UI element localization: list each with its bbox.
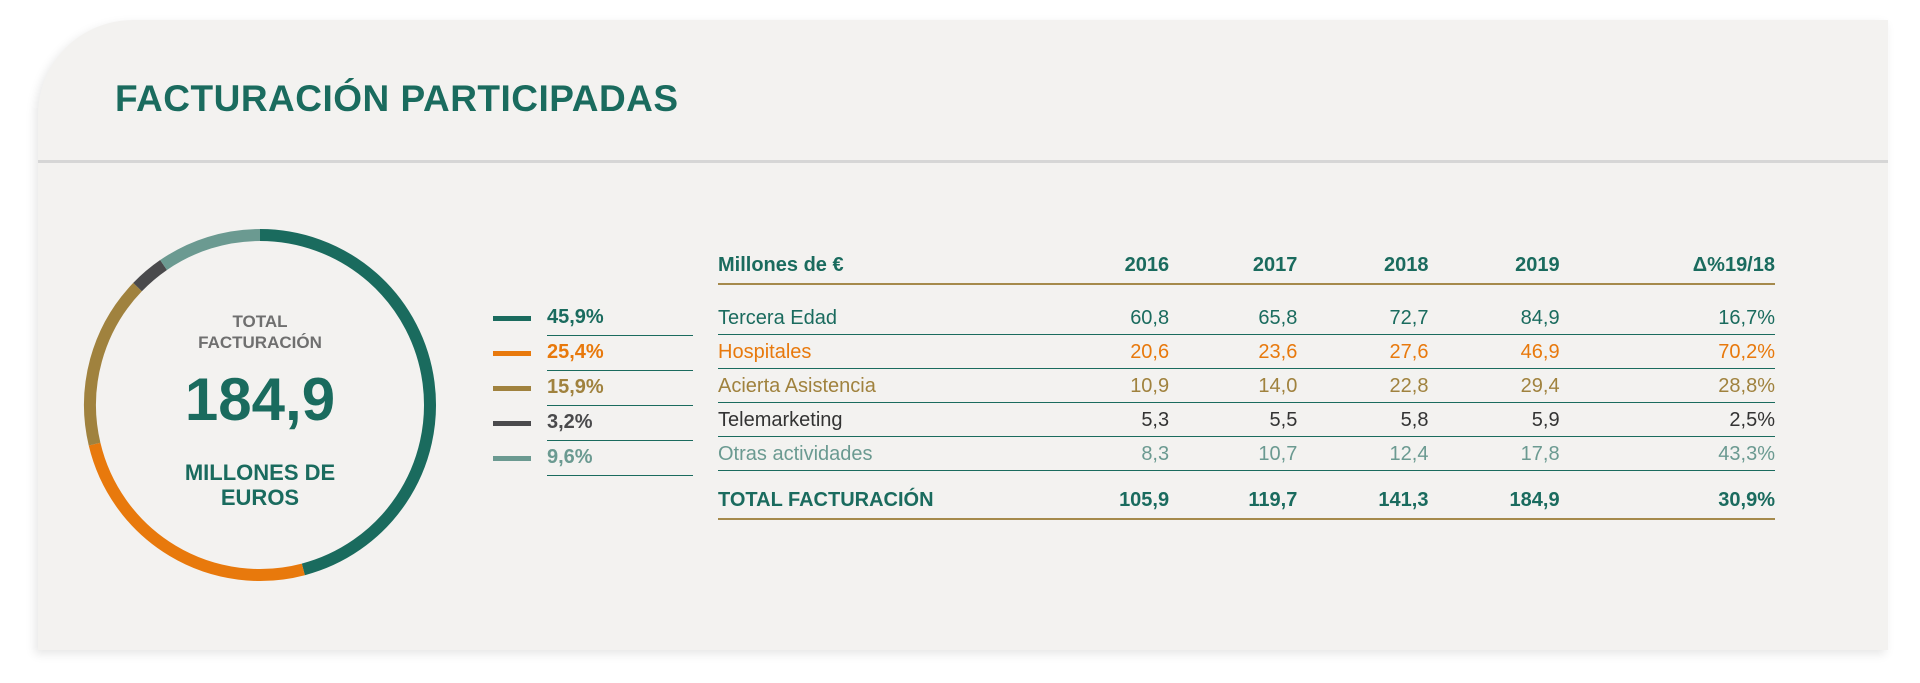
donut-slice-otras-actividades xyxy=(160,229,261,270)
row-label: Telemarketing xyxy=(718,402,1038,437)
legend-value: 25,4% xyxy=(547,341,604,363)
legend-item: 25,4% xyxy=(493,336,693,371)
legend-value: 45,9% xyxy=(547,306,604,328)
table-row: Telemarketing 5,3 5,5 5,8 5,9 2,5% xyxy=(718,402,1775,437)
cell-delta: 16,7% xyxy=(1559,301,1775,335)
table-row: Acierta Asistencia 10,9 14,0 22,8 29,4 2… xyxy=(718,368,1775,403)
legend-rule xyxy=(547,370,693,371)
total-delta: 30,9% xyxy=(1559,487,1775,520)
donut-center: TOTAL FACTURACIÓN 184,9 MILLONES DE EURO… xyxy=(70,215,450,595)
total-2016: 105,9 xyxy=(1038,487,1170,520)
cell-2019: 84,9 xyxy=(1428,301,1560,335)
donut-slice-hospitales xyxy=(88,442,305,581)
legend-swatch xyxy=(493,386,531,391)
header-year-2017: 2017 xyxy=(1169,250,1298,285)
legend-item: 3,2% xyxy=(493,406,693,441)
cell-2017: 23,6 xyxy=(1169,334,1298,369)
table-row: Otras actividades 8,3 10,7 12,4 17,8 43,… xyxy=(718,436,1775,471)
legend: 45,9% 25,4% 15,9% 3,2% 9,6% xyxy=(493,301,693,476)
cell-2016: 20,6 xyxy=(1038,334,1170,369)
cell-2019: 5,9 xyxy=(1428,402,1560,437)
cell-2018: 22,8 xyxy=(1297,368,1429,403)
header-delta: Δ%19/18 xyxy=(1559,250,1775,285)
table-header-row: Millones de € 2016 2017 2018 2019 Δ%19/1… xyxy=(718,250,1775,285)
cell-2018: 12,4 xyxy=(1297,436,1429,471)
table-row: Tercera Edad 60,8 65,8 72,7 84,9 16,7% xyxy=(718,301,1775,335)
legend-rule xyxy=(547,405,693,406)
legend-item: 15,9% xyxy=(493,371,693,406)
total-2019: 184,9 xyxy=(1428,487,1560,520)
total-2017: 119,7 xyxy=(1169,487,1298,520)
donut-label-facturacion: FACTURACIÓN xyxy=(198,333,322,352)
billing-table: Millones de € 2016 2017 2018 2019 Δ%19/1… xyxy=(718,250,1775,520)
cell-2019: 29,4 xyxy=(1428,368,1560,403)
legend-item: 45,9% xyxy=(493,301,693,336)
page-title: FACTURACIÓN PARTICIPADAS xyxy=(115,78,679,119)
cell-2017: 14,0 xyxy=(1169,368,1298,403)
cell-2018: 27,6 xyxy=(1297,334,1429,369)
legend-swatch xyxy=(493,351,531,356)
title-divider xyxy=(38,160,1888,163)
cell-2019: 46,9 xyxy=(1428,334,1560,369)
cell-delta: 70,2% xyxy=(1559,334,1775,369)
donut-unit-line2: EUROS xyxy=(220,485,300,510)
donut-slice-tercera-edad xyxy=(259,229,436,576)
cell-2016: 10,9 xyxy=(1038,368,1170,403)
cell-2017: 5,5 xyxy=(1169,402,1298,437)
legend-value: 3,2% xyxy=(547,411,593,433)
donut-svg xyxy=(84,229,436,581)
row-label: Hospitales xyxy=(718,334,1038,369)
donut-label-total: TOTAL xyxy=(232,312,288,331)
row-label: Otras actividades xyxy=(718,436,1038,471)
header-year-2016: 2016 xyxy=(1038,250,1170,285)
donut-slice-telemarketing xyxy=(133,260,168,292)
cell-2017: 10,7 xyxy=(1169,436,1298,471)
header-unit: Millones de € xyxy=(718,250,1038,285)
row-label: Tercera Edad xyxy=(718,301,1038,335)
cell-2016: 8,3 xyxy=(1038,436,1170,471)
cell-2017: 65,8 xyxy=(1169,301,1298,335)
header-year-2018: 2018 xyxy=(1297,250,1429,285)
donut-total-value: 184,9 xyxy=(184,366,336,433)
legend-swatch xyxy=(493,456,531,461)
legend-rule xyxy=(547,475,693,476)
cell-2018: 5,8 xyxy=(1297,402,1429,437)
total-row: TOTAL FACTURACIÓN 105,9 119,7 141,3 184,… xyxy=(718,487,1775,520)
cell-2018: 72,7 xyxy=(1297,301,1429,335)
donut-unit-line1: MILLONES DE xyxy=(184,460,336,485)
donut-chart: TOTAL FACTURACIÓN 184,9 MILLONES DE EURO… xyxy=(70,215,450,595)
legend-value: 9,6% xyxy=(547,446,593,468)
total-label: TOTAL FACTURACIÓN xyxy=(718,487,1038,520)
cell-2016: 60,8 xyxy=(1038,301,1170,335)
legend-rule xyxy=(547,440,693,441)
legend-value: 15,9% xyxy=(547,376,604,398)
cell-delta: 43,3% xyxy=(1559,436,1775,471)
cell-2019: 17,8 xyxy=(1428,436,1560,471)
cell-2016: 5,3 xyxy=(1038,402,1170,437)
cell-delta: 2,5% xyxy=(1559,402,1775,437)
header-year-2019: 2019 xyxy=(1428,250,1560,285)
legend-swatch xyxy=(493,421,531,426)
row-label: Acierta Asistencia xyxy=(718,368,1038,403)
cell-delta: 28,8% xyxy=(1559,368,1775,403)
legend-item: 9,6% xyxy=(493,441,693,476)
legend-swatch xyxy=(493,316,531,321)
total-2018: 141,3 xyxy=(1297,487,1429,520)
spacer-row xyxy=(718,471,1775,488)
spacer-row xyxy=(718,284,1775,301)
legend-rule xyxy=(547,335,693,336)
donut-slice-acierta-asistencia xyxy=(84,282,142,446)
table-row: Hospitales 20,6 23,6 27,6 46,9 70,2% xyxy=(718,334,1775,369)
